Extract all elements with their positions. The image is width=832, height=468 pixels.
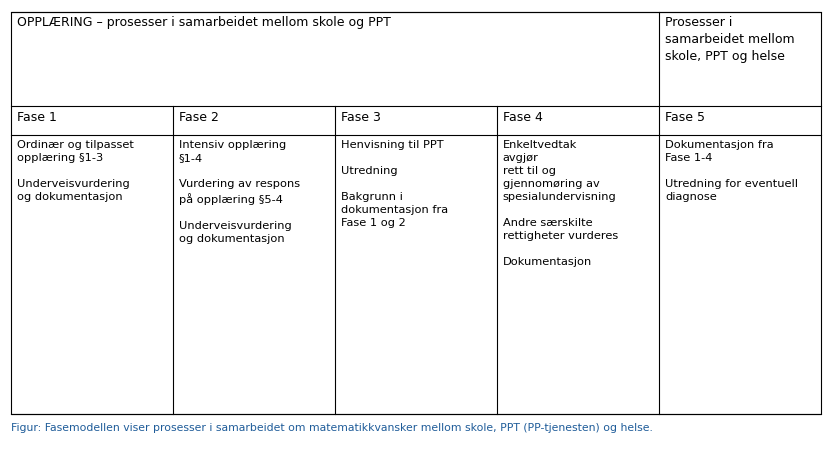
Text: Henvisning til PPT

Utredning

Bakgrunn i
dokumentasjon fra
Fase 1 og 2: Henvisning til PPT Utredning Bakgrunn i … [341, 140, 448, 228]
Text: Fase 3: Fase 3 [341, 111, 381, 124]
Text: Intensiv opplæring
§1-4

Vurdering av respons
på opplæring §5-4

Underveisvurder: Intensiv opplæring §1-4 Vurdering av res… [179, 140, 300, 244]
Text: Ordinær og tilpasset
opplæring §1-3

Underveisvurdering
og dokumentasjon: Ordinær og tilpasset opplæring §1-3 Unde… [17, 140, 133, 202]
Text: OPPLÆRING – prosesser i samarbeidet mellom skole og PPT: OPPLÆRING – prosesser i samarbeidet mell… [17, 16, 390, 29]
Text: Prosesser i
samarbeidet mellom
skole, PPT og helse: Prosesser i samarbeidet mellom skole, PP… [665, 16, 795, 63]
Text: Fase 5: Fase 5 [665, 111, 705, 124]
Text: Fase 2: Fase 2 [179, 111, 219, 124]
Text: Fase 1: Fase 1 [17, 111, 57, 124]
Text: Figur: Fasemodellen viser prosesser i samarbeidet om matematikkvansker mellom sk: Figur: Fasemodellen viser prosesser i sa… [11, 423, 652, 432]
Text: Dokumentasjon fra
Fase 1-4

Utredning for eventuell
diagnose: Dokumentasjon fra Fase 1-4 Utredning for… [665, 140, 798, 202]
Bar [11, 12, 821, 414]
Text: Enkeltvedtak
avgjør
rett til og
gjennomøring av
spesialundervisning

Andre særsk: Enkeltvedtak avgjør rett til og gjennomø… [503, 140, 618, 267]
Text: Fase 4: Fase 4 [503, 111, 542, 124]
